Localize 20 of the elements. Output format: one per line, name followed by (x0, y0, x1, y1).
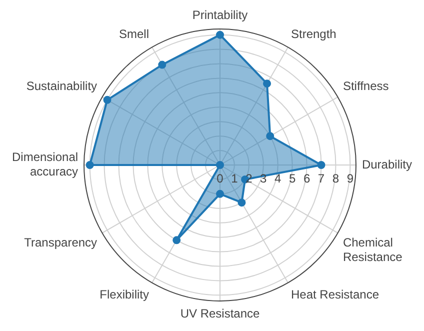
spoke-label: Durability (362, 157, 412, 172)
spoke-label: UV Resistance (180, 306, 260, 320)
spoke-label: Transparency (24, 236, 98, 250)
spoke-label: Stiffness (342, 79, 389, 94)
y-tick-label: 4 (274, 171, 282, 186)
spoke-label: Chemical Resistance (342, 236, 403, 264)
y-tick-label: 0 (216, 171, 224, 186)
spoke-label: Smell (119, 27, 150, 42)
y-tick-label: 6 (303, 171, 310, 186)
spoke-label: Dimensional accuracy (12, 150, 78, 179)
spoke-label: Printability (192, 8, 248, 22)
y-tick-label: 7 (318, 171, 325, 186)
y-tick-label: 9 (346, 171, 354, 186)
y-tick-label: 8 (332, 171, 340, 186)
y-tick-label: 5 (288, 171, 296, 186)
y-tick-label: 1 (231, 171, 238, 186)
spoke-label: Sustainability (26, 79, 98, 94)
spoke-label: Strength (290, 27, 336, 42)
spoke-label: Flexibility (100, 287, 150, 302)
spoke-label: Heat Resistance (290, 287, 380, 302)
